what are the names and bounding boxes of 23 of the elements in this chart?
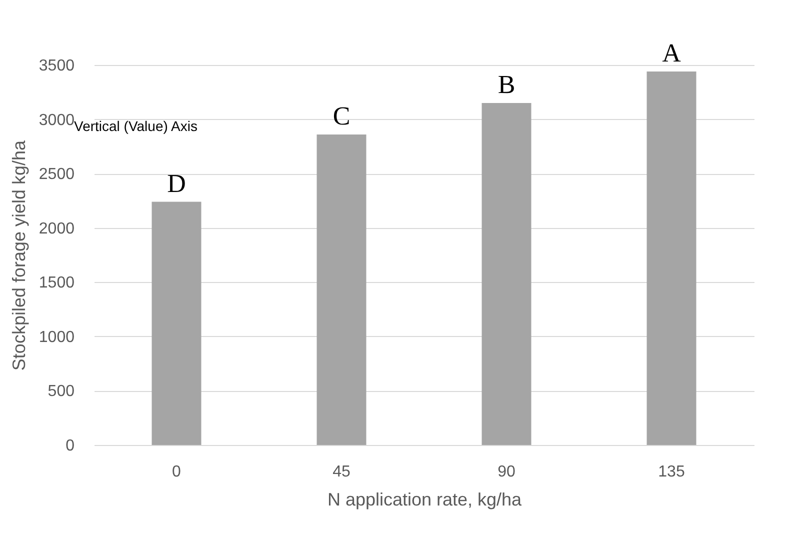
bar <box>316 134 366 445</box>
annotation: C <box>332 101 350 130</box>
annotation: D <box>167 168 186 198</box>
bar <box>482 103 532 445</box>
y-tick-label: 0 <box>66 438 75 454</box>
y-tick-label: 3500 <box>38 58 75 74</box>
y-tick-label: 500 <box>48 383 75 400</box>
y-tick-label: 1500 <box>38 274 75 292</box>
x-tick-label: 90 <box>498 464 516 480</box>
x-tick-label: 0 <box>172 464 182 480</box>
annotation: A <box>662 38 682 68</box>
y-tick-label: 2500 <box>38 166 75 184</box>
bar <box>646 72 696 445</box>
y-tick-label: 2000 <box>38 220 75 238</box>
annotation: B <box>498 70 516 99</box>
annotation: Vertical (Value) Axis <box>74 118 198 134</box>
y-axis-title: Stockpiled forage yield kg/ha <box>8 139 29 371</box>
x-tick-label: 45 <box>332 464 350 480</box>
y-tick-label: 3000 <box>38 112 75 129</box>
x-tick-label: 135 <box>658 464 685 480</box>
bar <box>152 202 202 445</box>
y-tick-label: 1000 <box>38 328 75 346</box>
x-axis-title: N application rate, kg/ha <box>327 490 523 510</box>
